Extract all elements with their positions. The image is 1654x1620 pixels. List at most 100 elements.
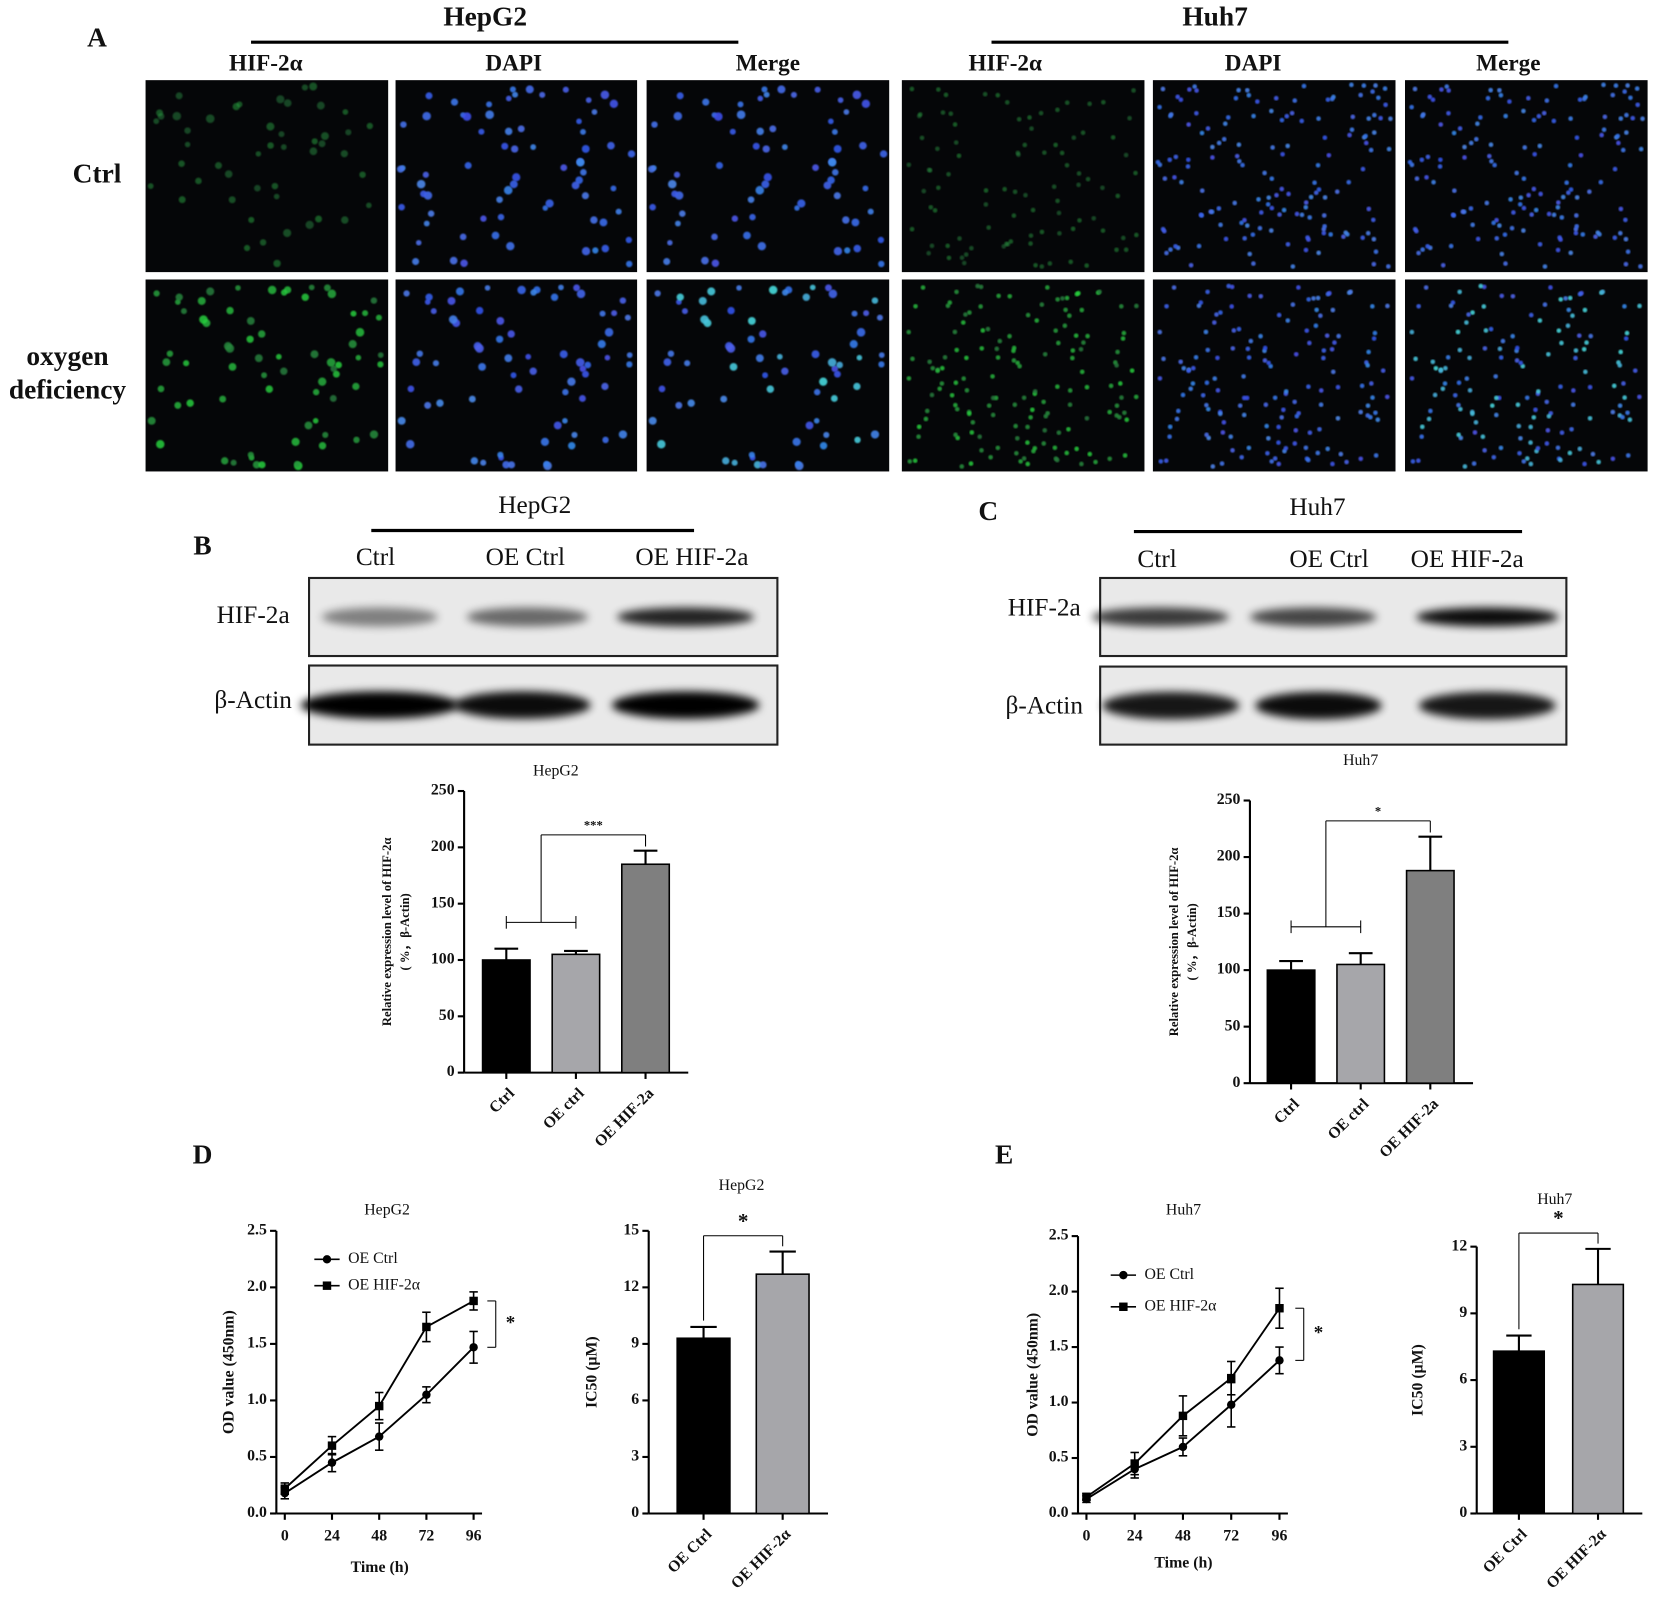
cell — [1118, 304, 1124, 309]
cell — [1480, 434, 1486, 440]
lane-label: OE HIF-2a — [635, 543, 748, 571]
cell — [567, 377, 576, 386]
cell — [1632, 368, 1638, 373]
cell — [648, 165, 656, 173]
cell — [1292, 98, 1298, 103]
cell — [1358, 409, 1364, 415]
cell — [1347, 132, 1352, 138]
cell — [1617, 363, 1623, 368]
cell — [1292, 399, 1297, 405]
cell — [1055, 198, 1060, 204]
cell — [1555, 445, 1561, 451]
cell — [1521, 459, 1527, 464]
cell — [316, 101, 325, 110]
cell — [562, 417, 568, 424]
cell — [983, 188, 989, 193]
cell — [1573, 230, 1579, 236]
cell — [1345, 232, 1350, 237]
cell — [1205, 406, 1211, 412]
cell — [258, 461, 266, 469]
marker — [1178, 1411, 1188, 1421]
cell — [1285, 318, 1291, 323]
marker — [1119, 1270, 1128, 1280]
cell — [1637, 394, 1642, 400]
y-tick-label: 100 — [431, 951, 455, 968]
cell — [1011, 345, 1017, 351]
cell — [1593, 234, 1598, 240]
cell — [1186, 368, 1191, 374]
cell — [1064, 450, 1070, 456]
cell — [1600, 289, 1606, 295]
y-tick-label: 2.0 — [247, 1278, 267, 1295]
cell — [308, 284, 315, 291]
significance: * — [1314, 1323, 1323, 1344]
micrograph — [901, 279, 1145, 472]
cell — [1240, 162, 1245, 168]
y-tick-label: 50 — [1225, 1017, 1241, 1034]
micrograph — [145, 80, 389, 273]
cell — [1076, 171, 1082, 176]
cell — [626, 352, 633, 358]
cell — [1568, 116, 1573, 121]
cell — [1498, 92, 1504, 98]
cell — [480, 215, 487, 222]
cell — [831, 128, 838, 135]
cell — [863, 310, 870, 317]
cell — [1372, 112, 1377, 118]
cell — [1555, 247, 1561, 253]
cell — [781, 367, 789, 375]
cell — [1613, 83, 1619, 88]
cell — [1510, 333, 1516, 339]
y-tick-label: 1.0 — [247, 1391, 267, 1408]
cell — [559, 350, 568, 359]
cell — [504, 127, 513, 136]
cell — [797, 199, 806, 208]
cell — [1272, 395, 1278, 401]
cell — [942, 355, 948, 360]
cell — [1618, 349, 1624, 355]
cell — [1412, 86, 1418, 92]
cell — [1329, 346, 1335, 352]
cell — [309, 147, 318, 156]
cell — [1330, 307, 1336, 313]
cell — [430, 308, 437, 315]
cell — [673, 111, 683, 121]
legend-label: OE HIF-2α — [348, 1276, 420, 1293]
cell — [1627, 417, 1633, 423]
x-tick-label: 72 — [1223, 1527, 1239, 1544]
cell — [1246, 355, 1252, 360]
cell — [1276, 440, 1281, 445]
micrograph — [1152, 80, 1396, 273]
cell — [1276, 461, 1282, 467]
cell — [1546, 351, 1551, 357]
cell — [1456, 432, 1462, 438]
cell — [291, 437, 300, 446]
cell — [1635, 102, 1641, 108]
cell — [597, 340, 606, 349]
protein-label: HIF-2a — [217, 601, 290, 629]
cell — [1216, 206, 1222, 211]
cell — [1173, 154, 1179, 160]
cell — [275, 353, 282, 360]
cell — [1577, 446, 1583, 452]
cell — [1628, 95, 1633, 101]
cell — [571, 181, 580, 190]
cell — [1270, 145, 1275, 150]
cell — [701, 256, 709, 265]
cell — [1244, 87, 1250, 93]
cell — [350, 310, 357, 317]
cell — [1438, 368, 1444, 374]
cell — [366, 202, 372, 209]
x-tick-label: 72 — [418, 1527, 434, 1544]
cell — [432, 360, 440, 367]
cell — [1497, 87, 1502, 93]
cell — [1317, 426, 1322, 432]
cell — [827, 358, 837, 367]
cell — [1016, 116, 1022, 122]
cell — [462, 112, 472, 121]
cell — [1157, 329, 1163, 335]
cell — [1093, 459, 1098, 465]
cell — [1045, 285, 1050, 290]
cell — [366, 122, 374, 130]
cell — [1624, 330, 1630, 336]
